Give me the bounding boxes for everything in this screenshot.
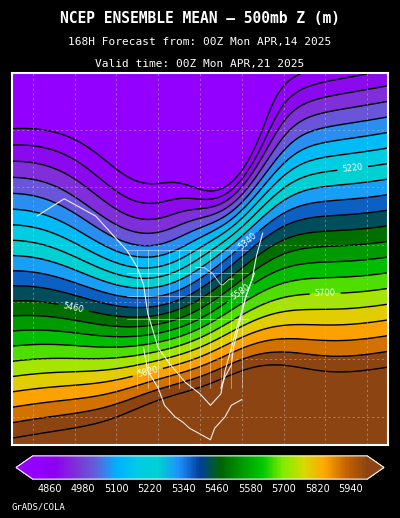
- Text: NCEP ENSEMBLE MEAN – 500mb Z (m): NCEP ENSEMBLE MEAN – 500mb Z (m): [60, 11, 340, 25]
- Text: 5220: 5220: [342, 163, 364, 174]
- Text: 5820: 5820: [136, 365, 159, 379]
- Text: 5580: 5580: [230, 283, 252, 302]
- Text: 5460: 5460: [62, 301, 85, 314]
- Text: 168H Forecast from: 00Z Mon APR,14 2025: 168H Forecast from: 00Z Mon APR,14 2025: [68, 37, 332, 47]
- PathPatch shape: [16, 456, 33, 479]
- Text: GrADS/COLA: GrADS/COLA: [12, 502, 66, 512]
- Text: 5340: 5340: [236, 231, 258, 252]
- PathPatch shape: [367, 456, 384, 479]
- Text: 5700: 5700: [314, 289, 336, 298]
- Text: Valid time: 00Z Mon APR,21 2025: Valid time: 00Z Mon APR,21 2025: [95, 59, 305, 69]
